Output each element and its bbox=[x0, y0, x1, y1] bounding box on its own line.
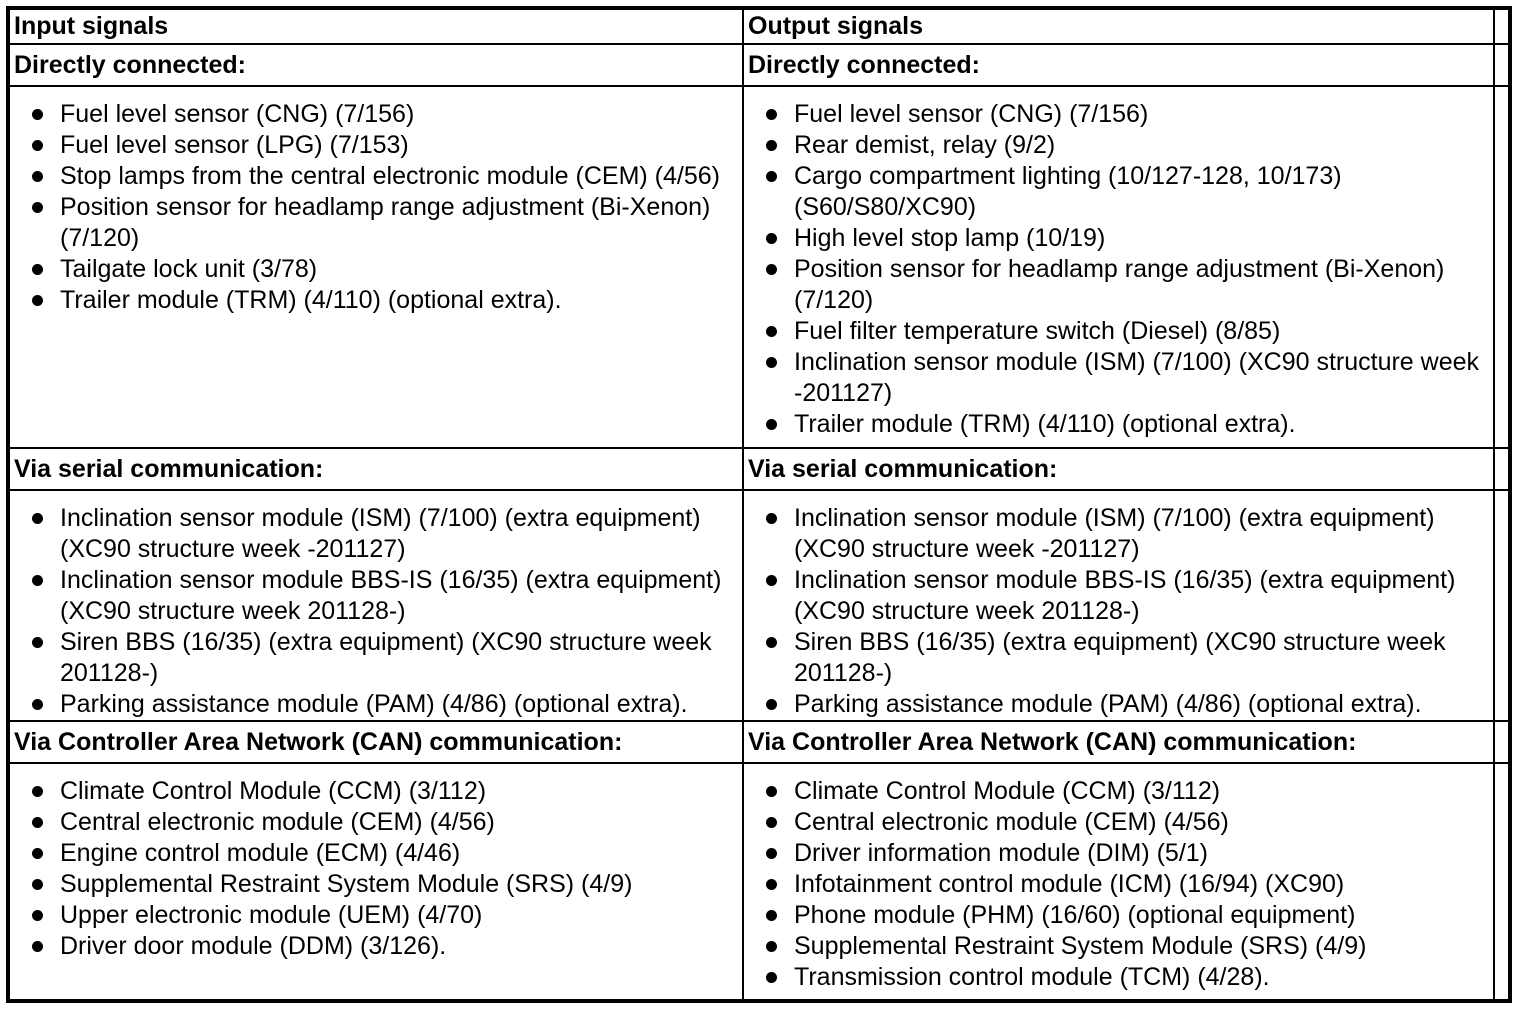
list-item: Supplemental Restraint System Module (SR… bbox=[10, 869, 741, 900]
list-item: Cargo compartment lighting (10/127-128, … bbox=[745, 161, 1492, 223]
list-item: Siren BBS (16/35) (extra equipment) (XC9… bbox=[745, 627, 1492, 689]
input-can-list: Climate Control Module (CCM) (3/112) Cen… bbox=[10, 776, 741, 962]
input-signals-header: Input signals bbox=[7, 7, 744, 45]
input-directly-connected-cell: Fuel level sensor (CNG) (7/156) Fuel lev… bbox=[7, 85, 744, 449]
list-item: Upper electronic module (UEM) (4/70) bbox=[10, 900, 741, 931]
serial-list-row: Inclination sensor module (ISM) (7/100) … bbox=[7, 489, 1511, 722]
list-item: Tailgate lock unit (3/78) bbox=[10, 254, 741, 285]
list-item: Fuel level sensor (CNG) (7/156) bbox=[745, 99, 1492, 130]
title-row: Input signals Output signals bbox=[7, 7, 1511, 45]
output-directly-connected-cell: Fuel level sensor (CNG) (7/156) Rear dem… bbox=[742, 85, 1495, 449]
spacer-cell bbox=[1493, 7, 1511, 45]
list-item: Driver information module (DIM) (5/1) bbox=[745, 838, 1492, 869]
directly-connected-list-row: Fuel level sensor (CNG) (7/156) Fuel lev… bbox=[7, 85, 1511, 449]
list-item: Infotainment control module (ICM) (16/94… bbox=[745, 869, 1492, 900]
list-item: Rear demist, relay (9/2) bbox=[745, 130, 1492, 161]
output-serial-cell: Inclination sensor module (ISM) (7/100) … bbox=[742, 489, 1495, 722]
list-item: Climate Control Module (CCM) (3/112) bbox=[10, 776, 741, 807]
output-directly-connected-list: Fuel level sensor (CNG) (7/156) Rear dem… bbox=[745, 99, 1492, 440]
signals-table: Input signals Output signals Directly co… bbox=[6, 6, 1512, 1003]
list-item: Parking assistance module (PAM) (4/86) (… bbox=[745, 689, 1492, 719]
list-item: Fuel level sensor (LPG) (7/153) bbox=[10, 130, 741, 161]
list-item: Trailer module (TRM) (4/110) (optional e… bbox=[10, 285, 741, 316]
input-can-heading: Via Controller Area Network (CAN) commun… bbox=[7, 720, 744, 764]
list-item: Phone module (PHM) (16/60) (optional equ… bbox=[745, 900, 1492, 931]
list-item: Engine control module (ECM) (4/46) bbox=[10, 838, 741, 869]
serial-heading-row: Via serial communication: Via serial com… bbox=[7, 447, 1511, 491]
input-serial-cell: Inclination sensor module (ISM) (7/100) … bbox=[7, 489, 744, 722]
output-directly-connected-heading: Directly connected: bbox=[742, 43, 1495, 87]
list-item: Driver door module (DDM) (3/126). bbox=[10, 931, 741, 962]
spacer-cell bbox=[1493, 85, 1511, 449]
output-signals-header: Output signals bbox=[742, 7, 1495, 45]
list-item: Parking assistance module (PAM) (4/86) (… bbox=[10, 689, 741, 719]
spacer-cell bbox=[1493, 762, 1511, 1002]
spacer-cell bbox=[1493, 720, 1511, 764]
list-item: Central electronic module (CEM) (4/56) bbox=[10, 807, 741, 838]
list-item: Trailer module (TRM) (4/110) (optional e… bbox=[745, 409, 1492, 440]
directly-connected-heading-row: Directly connected: Directly connected: bbox=[7, 43, 1511, 87]
list-item: Supplemental Restraint System Module (SR… bbox=[745, 931, 1492, 962]
input-can-cell: Climate Control Module (CCM) (3/112) Cen… bbox=[7, 762, 744, 1002]
list-item: Stop lamps from the central electronic m… bbox=[10, 161, 741, 192]
output-can-cell: Climate Control Module (CCM) (3/112) Cen… bbox=[742, 762, 1495, 1002]
output-serial-heading: Via serial communication: bbox=[742, 447, 1495, 491]
list-item: Siren BBS (16/35) (extra equipment) (XC9… bbox=[10, 627, 741, 689]
list-item: Position sensor for headlamp range adjus… bbox=[10, 192, 741, 254]
list-item: Fuel filter temperature switch (Diesel) … bbox=[745, 316, 1492, 347]
list-item: Climate Control Module (CCM) (3/112) bbox=[745, 776, 1492, 807]
input-serial-heading: Via serial communication: bbox=[7, 447, 744, 491]
input-serial-list: Inclination sensor module (ISM) (7/100) … bbox=[10, 503, 741, 719]
list-item: Fuel level sensor (CNG) (7/156) bbox=[10, 99, 741, 130]
list-item: Inclination sensor module (ISM) (7/100) … bbox=[745, 347, 1492, 409]
list-item: Central electronic module (CEM) (4/56) bbox=[745, 807, 1492, 838]
can-list-row: Climate Control Module (CCM) (3/112) Cen… bbox=[7, 762, 1511, 1002]
list-item: Inclination sensor module BBS-IS (16/35)… bbox=[10, 565, 741, 627]
list-item: High level stop lamp (10/19) bbox=[745, 223, 1492, 254]
input-directly-connected-heading: Directly connected: bbox=[7, 43, 744, 87]
input-directly-connected-list: Fuel level sensor (CNG) (7/156) Fuel lev… bbox=[10, 99, 741, 316]
list-item: Inclination sensor module BBS-IS (16/35)… bbox=[745, 565, 1492, 627]
list-item: Transmission control module (TCM) (4/28)… bbox=[745, 962, 1492, 993]
spacer-cell bbox=[1493, 447, 1511, 491]
list-item: Position sensor for headlamp range adjus… bbox=[745, 254, 1492, 316]
output-can-list: Climate Control Module (CCM) (3/112) Cen… bbox=[745, 776, 1492, 993]
list-item: Inclination sensor module (ISM) (7/100) … bbox=[10, 503, 741, 565]
spacer-cell bbox=[1493, 489, 1511, 722]
list-item: Inclination sensor module (ISM) (7/100) … bbox=[745, 503, 1492, 565]
can-heading-row: Via Controller Area Network (CAN) commun… bbox=[7, 720, 1511, 764]
output-serial-list: Inclination sensor module (ISM) (7/100) … bbox=[745, 503, 1492, 719]
spacer-cell bbox=[1493, 43, 1511, 87]
output-can-heading: Via Controller Area Network (CAN) commun… bbox=[742, 720, 1495, 764]
